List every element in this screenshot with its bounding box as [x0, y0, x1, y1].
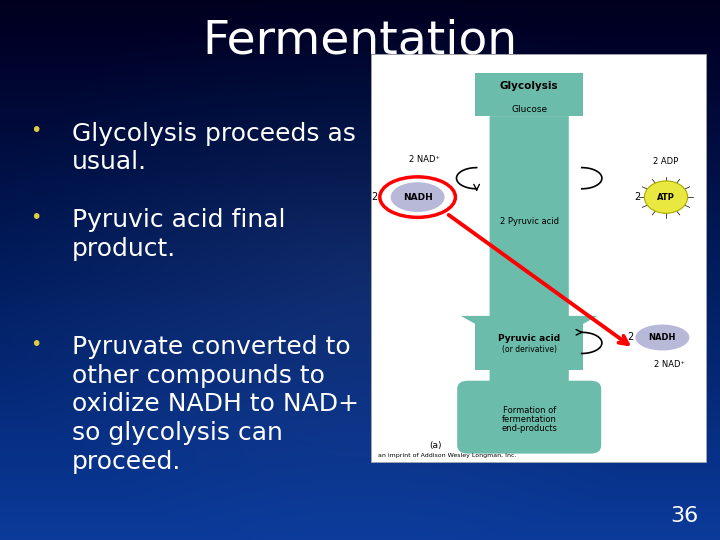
FancyBboxPatch shape [475, 316, 583, 370]
Ellipse shape [391, 183, 445, 212]
Text: 2: 2 [372, 192, 377, 202]
Text: ATP: ATP [657, 193, 675, 201]
Text: 2 NAD⁺: 2 NAD⁺ [409, 155, 441, 164]
Text: Formation of: Formation of [503, 406, 556, 415]
Text: (or derivative): (or derivative) [502, 345, 557, 354]
Text: •: • [30, 122, 42, 140]
Text: 36: 36 [670, 507, 698, 526]
Text: 2: 2 [627, 333, 633, 342]
Text: an imprint of Addison Wesley Longman, Inc.: an imprint of Addison Wesley Longman, In… [378, 453, 516, 458]
FancyBboxPatch shape [371, 54, 706, 462]
Text: •: • [30, 335, 42, 354]
Text: Fermentation: Fermentation [202, 18, 518, 63]
Polygon shape [464, 370, 594, 424]
Text: Pyruvic acid final
product.: Pyruvic acid final product. [72, 208, 286, 261]
Text: NADH: NADH [649, 333, 676, 342]
Text: Glycolysis: Glycolysis [500, 82, 559, 91]
FancyBboxPatch shape [475, 73, 583, 116]
Text: Glucose: Glucose [511, 105, 547, 114]
Text: Pyruvate converted to
other compounds to
oxidize NADH to NAD+
so glycolysis can
: Pyruvate converted to other compounds to… [72, 335, 359, 474]
Text: 2 NAD⁺: 2 NAD⁺ [654, 360, 685, 369]
Text: NADH: NADH [402, 193, 433, 201]
Text: 2 ADP: 2 ADP [653, 158, 679, 166]
Text: (a): (a) [429, 441, 442, 450]
Text: 2 Pyruvic acid: 2 Pyruvic acid [500, 217, 559, 226]
Ellipse shape [635, 325, 690, 350]
Text: •: • [30, 208, 42, 227]
Text: 2: 2 [634, 192, 640, 202]
Text: Glycolysis proceeds as
usual.: Glycolysis proceeds as usual. [72, 122, 356, 174]
Text: fermentation: fermentation [502, 415, 557, 424]
Text: Pyruvic acid: Pyruvic acid [498, 334, 560, 343]
FancyBboxPatch shape [457, 381, 601, 454]
Polygon shape [461, 116, 598, 354]
Circle shape [644, 181, 688, 213]
Text: end-products: end-products [501, 424, 557, 433]
